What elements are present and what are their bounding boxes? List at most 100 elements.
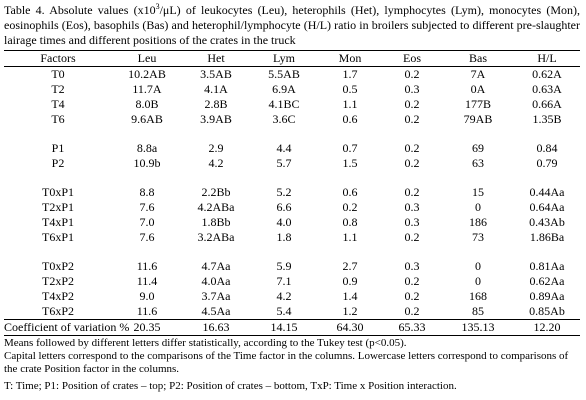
table-cell: 8.0B [135,97,159,111]
table-cell: 1.1 [342,230,358,244]
caption-superscript: 3 [155,2,160,11]
table-cell: 0 [475,274,481,288]
table-cell: 0.7 [342,141,358,155]
table-caption: Table 4. Absolute values (x103/μL) of le… [4,3,580,48]
table-cell: 0.3 [404,82,420,96]
table-cell: 11.6 [136,304,158,318]
table-cell: 4.5Aa [201,304,231,318]
table-cell: 3.9AB [200,112,232,126]
table-cell: 1.2 [342,304,358,318]
table-cell: 7.6 [139,230,155,244]
table-cell: 0.62Aa [529,274,565,288]
table-cell: 1.86Ba [529,230,565,244]
table-cell: 15 [472,185,484,199]
table-cell: 79AB [463,112,493,126]
table-body: T0 10.2AB 3.5AB 5.5AB 1.7 0.2 7A 0.62A T2 11.7A 4.… [4,67,580,319]
table-cell: 5.2 [276,185,292,199]
table-cell: 0.62A [532,67,562,81]
cv-cell: 12.20 [533,320,561,334]
table-row: T4 8.0B 2.8B 4.1BC 1.1 0.2 177B 0.66A [4,97,580,112]
table-cell: 0.79 [536,156,558,170]
header-cell: Factors [40,51,76,65]
table-cell: 3.7Aa [201,289,231,303]
note-abbreviations: T: Time; P1: Position of crates – top; P… [4,380,457,392]
document: Table 4. Absolute values (x103/μL) of le… [4,3,580,393]
table-cell: 6.6 [276,200,292,214]
table-cell: 2.2Bb [201,185,231,199]
factor-cell: T6 [51,112,65,126]
table-cell: 9.6AB [131,112,163,126]
table-cell: 0.3 [404,259,420,273]
table-cell: 4.0 [276,215,292,229]
factor-cell: T0xP1 [41,185,74,199]
table-cell: 1.8Bb [201,215,231,229]
table-cell: 0 [475,200,481,214]
table-cell: 0.2 [404,185,420,199]
table-cell: 5.7 [276,156,292,170]
table-notes: Means followed by different letters diff… [4,337,580,393]
table-row: P2 10.9b 4.2 5.7 1.5 0.2 63 0.79 [4,156,580,171]
note-letters: Capital letters correspond to the compar… [4,350,569,375]
factor-cell: T6xP2 [41,304,74,318]
table-cell: 5.9 [276,259,292,273]
table-cell: 0 [475,259,481,273]
table-cell: 4.1A [204,82,228,96]
factor-cell: T2xP2 [41,274,74,288]
table-row: T0xP2 11.6 4.7Aa 5.9 2.7 0.3 0 0.81Aa [4,259,580,274]
group-spacer [4,127,580,141]
table-top-rule [4,50,580,51]
table-cell: 168 [469,289,487,303]
table-cell: 10.9b [133,156,161,170]
table-row: P1 8.8a 2.9 4.4 0.7 0.2 69 0.84 [4,141,580,156]
table-cell: 11.4 [136,274,158,288]
table-row: T6xP2 11.6 4.5Aa 5.4 1.2 0.2 85 0.85Ab [4,304,580,319]
table-cell: 0.2 [404,274,420,288]
table-cell: 11.7A [132,82,162,96]
table-cell: 2.9 [208,141,224,155]
group-spacer [4,245,580,259]
header-cell: H/L [537,51,557,65]
table-cell: 7.0 [139,215,155,229]
table-row: T4xP2 9.0 3.7Aa 4.2 1.4 0.2 168 0.89Aa [4,289,580,304]
table-row: T2 11.7A 4.1A 6.9A 0.5 0.3 0A 0.63A [4,82,580,97]
table-row: T6 9.6AB 3.9AB 3.6C 0.6 0.2 79AB 1.35B [4,112,580,127]
table-cell: 1.35B [532,112,562,126]
table-cell: 3.5AB [200,67,232,81]
note-tukey: Means followed by different letters diff… [4,337,407,349]
table-cell: 0.85Ab [529,304,565,318]
table-cell: 0.8 [342,215,358,229]
table-cell: 5.4 [276,304,292,318]
header-cell: Lym [272,51,295,65]
table-header-rule [4,66,580,67]
table-cell: 0.3 [404,215,420,229]
table-cell: 1.7 [342,67,358,81]
table-cell: 3.2ABa [197,230,235,244]
cv-cell: 14.15 [270,320,298,334]
table-cell: 11.6 [136,259,158,273]
factor-cell: T2xP1 [41,200,74,214]
table-cell: 0.2 [404,141,420,155]
cv-cell: 65.33 [398,320,426,334]
table-header-row: Factors Leu Het Lym Mon Eos Bas H/L [4,51,580,66]
table-row: T0 10.2AB 3.5AB 5.5AB 1.7 0.2 7A 0.62A [4,67,580,82]
table-cell: 177B [464,97,491,111]
table-row: T6xP1 7.6 3.2ABa 1.8 1.1 0.2 73 1.86Ba [4,230,580,245]
table-cell: 4.1BC [268,97,300,111]
table-cell: 1.1 [342,97,358,111]
table-cell: 69 [472,141,484,155]
header-cell: Leu [137,51,157,65]
table-cell: 1.8 [276,230,292,244]
factor-cell: P2 [51,156,65,170]
cv-cell: 135.13 [461,320,495,334]
table-cell: 63 [472,156,484,170]
table-cell: 0.81Aa [529,259,565,273]
table-cell: 4.7Aa [201,259,231,273]
table-cell: 4.4 [276,141,292,155]
table-cell: 0.64Aa [529,200,565,214]
table-row: T2xP1 7.6 4.2ABa 6.6 0.2 0.3 0 0.64Aa [4,200,580,215]
table-cell: 0.3 [404,200,420,214]
table-cell: 9.0 [139,289,155,303]
table-cell: 0.2 [404,304,420,318]
table-cell: 0.89Aa [529,289,565,303]
table-cell: 0.44Aa [529,185,565,199]
